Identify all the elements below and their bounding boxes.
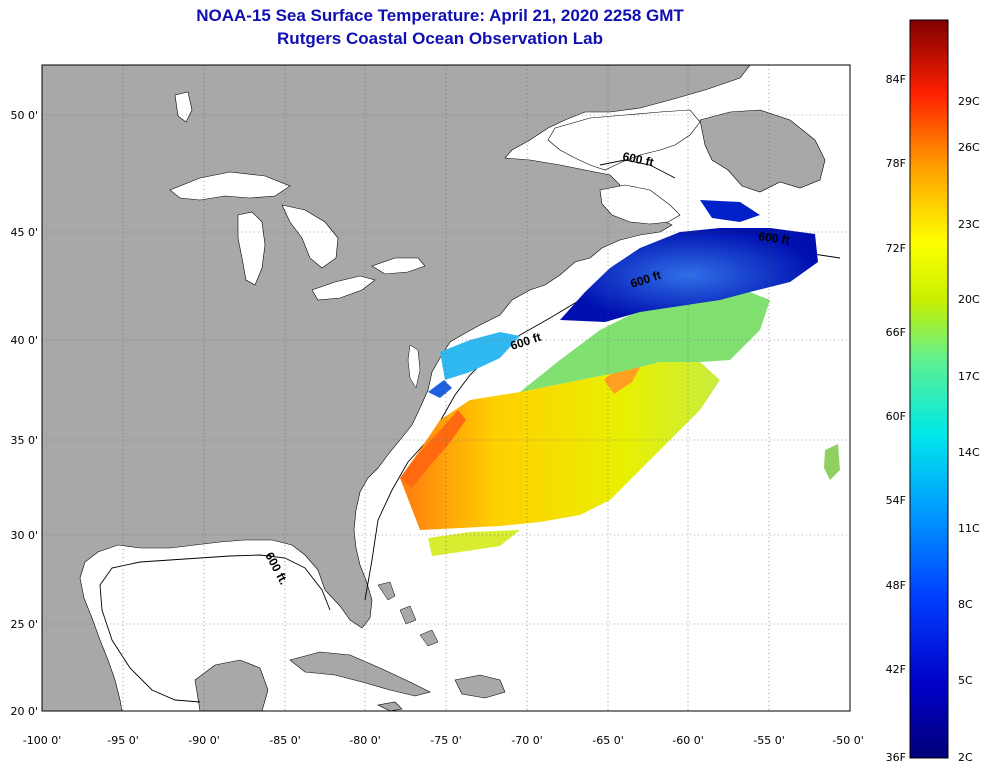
colorbar-c-label: 26C (958, 141, 980, 154)
isobath-gulf-st-lawrence (599, 159, 676, 179)
map-subtitle: Rutgers Coastal Ocean Observation Lab (277, 29, 603, 48)
colorbar-celsius-labels: 29C 26C 23C 20C 17C 14C 11C 8C 5C 2C (958, 95, 980, 764)
colorbar-c-label: 23C (958, 218, 980, 231)
colorbar-c-label: 17C (958, 370, 980, 383)
colorbar-c-label: 5C (958, 674, 973, 687)
lake-erie (311, 275, 376, 301)
newfoundland (699, 109, 826, 193)
chesapeake-bay (407, 344, 421, 389)
lat-label: 30 0' (10, 529, 38, 542)
scotian-shelf-blue (700, 200, 760, 222)
lon-label: -60 0' (672, 734, 704, 747)
gulf-stream-core (400, 410, 466, 488)
lon-label: -75 0' (430, 734, 462, 747)
lon-label: -55 0' (753, 734, 785, 747)
longitude-labels: -100 0' -95 0' -90 0' -85 0' -80 0' -75 … (23, 734, 864, 747)
colorbar-f-label: 36F (886, 751, 906, 764)
lat-label: 50 0' (10, 109, 38, 122)
lon-label: -80 0' (349, 734, 381, 747)
sst-swath (400, 200, 840, 556)
lake-winnipeg (174, 91, 193, 123)
map-frame (41, 64, 851, 712)
colorbar-c-label: 29C (958, 95, 980, 108)
colorbar-f-label: 60F (886, 410, 906, 423)
gulf-of-maine-water (599, 184, 681, 225)
lat-label: 25 0' (10, 618, 38, 631)
colorbar (909, 19, 949, 759)
colorbar-c-label: 2C (958, 751, 973, 764)
lake-superior (169, 171, 291, 201)
lon-label: -70 0' (511, 734, 543, 747)
lake-michigan (237, 211, 266, 286)
lon-label: -90 0' (188, 734, 220, 747)
colorbar-f-label: 54F (886, 494, 906, 507)
latitude-labels: 50 0' 45 0' 40 0' 35 0' 30 0' 25 0' 20 0… (10, 109, 38, 718)
lake-ontario (371, 257, 426, 275)
swath-south-tip (428, 530, 520, 556)
nearshore-blue-midatlantic (428, 380, 452, 398)
north-america-land (41, 64, 751, 712)
hispaniola (454, 674, 506, 699)
lon-label: -100 0' (23, 734, 61, 747)
jamaica (377, 701, 403, 712)
colorbar-c-label: 14C (958, 446, 980, 459)
lat-label: 20 0' (10, 705, 38, 718)
east-patch (824, 444, 840, 480)
colorbar-fahrenheit-labels: 84F 78F 72F 66F 60F 54F 48F 42F 36F (886, 73, 906, 764)
colorbar-f-label: 78F (886, 157, 906, 170)
lat-label: 40 0' (10, 334, 38, 347)
lon-label: -85 0' (269, 734, 301, 747)
isobath-gulf (99, 554, 331, 703)
colorbar-c-label: 8C (958, 598, 973, 611)
cold-pool-blue (560, 228, 818, 322)
lon-label: -50 0' (832, 734, 864, 747)
lon-label: -65 0' (592, 734, 624, 747)
colorbar-f-label: 42F (886, 663, 906, 676)
lat-label: 35 0' (10, 434, 38, 447)
shelf-water-cyan (440, 332, 520, 380)
isobath-label-gulf-st-lawrence: 600 ft (621, 149, 655, 169)
lake-huron (281, 204, 339, 269)
grid-lines (42, 65, 850, 711)
bahamas (377, 581, 439, 647)
gulf-st-lawrence (547, 109, 701, 171)
colorbar-f-label: 84F (886, 73, 906, 86)
isobath-label-scotian: 600 ft (758, 229, 791, 247)
colorbar-f-label: 72F (886, 242, 906, 255)
colorbar-c-label: 11C (958, 522, 980, 535)
colorbar-f-label: 48F (886, 579, 906, 592)
slope-water-green (520, 288, 770, 392)
colorbar-f-label: 66F (886, 326, 906, 339)
lon-label: -95 0' (107, 734, 139, 747)
map-title: NOAA-15 Sea Surface Temperature: April 2… (196, 6, 684, 25)
swath-warm-south (400, 362, 720, 530)
colorbar-c-label: 20C (958, 293, 980, 306)
lat-label: 45 0' (10, 226, 38, 239)
cuba (289, 651, 431, 697)
